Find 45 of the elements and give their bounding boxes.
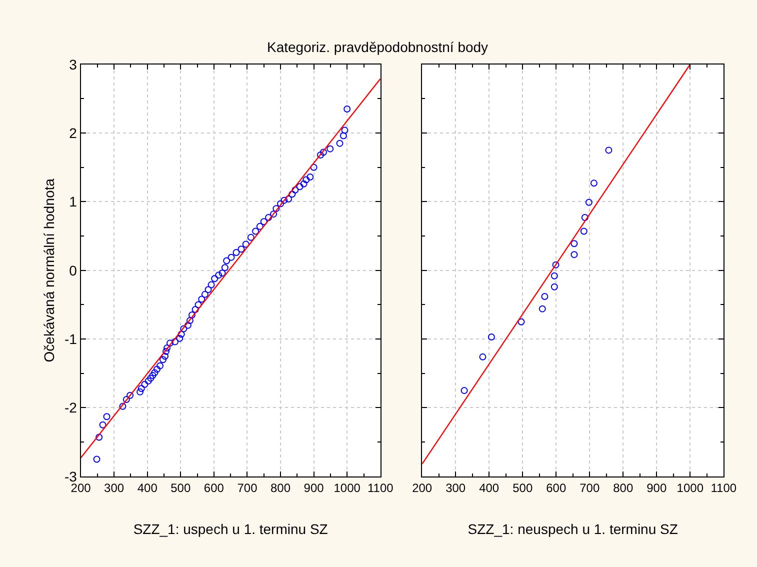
point [550,283,558,290]
x-tick-label: 300 [446,480,466,495]
y-tick-label: -2 [64,400,78,416]
point [552,261,560,268]
x-tick-label: 200 [412,480,432,495]
x-tick-label: 900 [304,480,324,495]
x-tick-label: 1000 [334,480,361,495]
x-axis-title: SZZ_1: neuspech u 1. terminu SZ [468,521,678,538]
point [488,333,495,340]
x-tick-label: 600 [204,480,224,495]
chart-title: Kategoriz. pravděpodobnostní body [267,39,488,55]
point [581,214,588,221]
y-tick-label: 0 [69,262,78,278]
point [550,272,558,280]
point [538,305,546,312]
y-axis-title: Očekávaná normální hodnota [41,178,58,362]
x-tick-label: 700 [237,480,258,495]
point [479,353,486,360]
y-tick-label: 1 [69,194,78,210]
x-axis-title: SZZ_1: uspech u 1. terminu SZ [133,521,328,538]
point [590,180,598,187]
point [580,228,588,235]
y-tick-label: 2 [69,124,78,141]
x-tick-label: 800 [613,480,634,495]
point [570,240,578,248]
point [605,146,612,154]
x-tick-label: 1000 [676,480,704,495]
point [460,387,468,394]
point [541,292,548,300]
x-tick-label: 400 [479,480,500,495]
x-tick-label: 800 [270,480,291,495]
point [570,251,578,258]
x-tick-label: 400 [137,480,158,495]
x-tick-label: 500 [512,480,533,495]
y-tick-label: -1 [64,330,78,347]
x-tick-label: 1100 [710,480,737,495]
x-tick-label: 500 [170,480,191,495]
point [585,198,592,206]
x-tick-label: 900 [646,480,667,495]
x-tick-label: 700 [580,480,600,495]
point [518,318,525,326]
x-tick-label: 600 [546,480,566,495]
y-tick-label: 3 [69,56,78,72]
x-tick-label: 300 [104,480,124,495]
x-tick-label: 1100 [367,480,394,495]
